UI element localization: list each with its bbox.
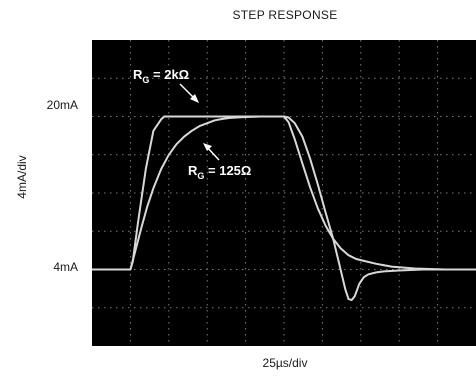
series-label-rg-2k: RG = 2kΩ xyxy=(133,67,189,85)
arrowhead-rg-125 xyxy=(203,143,212,151)
traces-layer xyxy=(92,115,476,302)
y-tick-label-20ma: 20mA xyxy=(46,98,78,112)
x-axis-label: 25µs/div xyxy=(262,356,308,370)
series-line-rg-125 xyxy=(92,115,476,302)
y-tick-label-4ma: 4mA xyxy=(53,260,78,274)
chart-title: STEP RESPONSE xyxy=(232,8,338,22)
series-label-rg-125: RG = 125Ω xyxy=(188,163,251,181)
series-line-rg-2k xyxy=(92,115,476,271)
annotations-layer: RG = 2kΩ RG = 125Ω xyxy=(133,67,251,181)
arrowhead-rg-2k xyxy=(190,94,199,103)
